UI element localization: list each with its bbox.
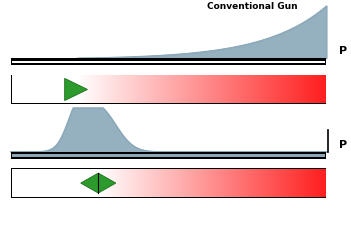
Text: P: P: [339, 46, 347, 56]
Bar: [11, 58, 326, 65]
Bar: [11, 168, 326, 198]
Text: Conventional Gun: Conventional Gun: [207, 2, 298, 11]
Polygon shape: [65, 78, 87, 100]
Bar: [11, 75, 326, 104]
Bar: [11, 152, 326, 159]
Text: P: P: [339, 140, 347, 150]
Bar: [12, 61, 325, 63]
Polygon shape: [81, 173, 116, 193]
Bar: [12, 154, 325, 157]
